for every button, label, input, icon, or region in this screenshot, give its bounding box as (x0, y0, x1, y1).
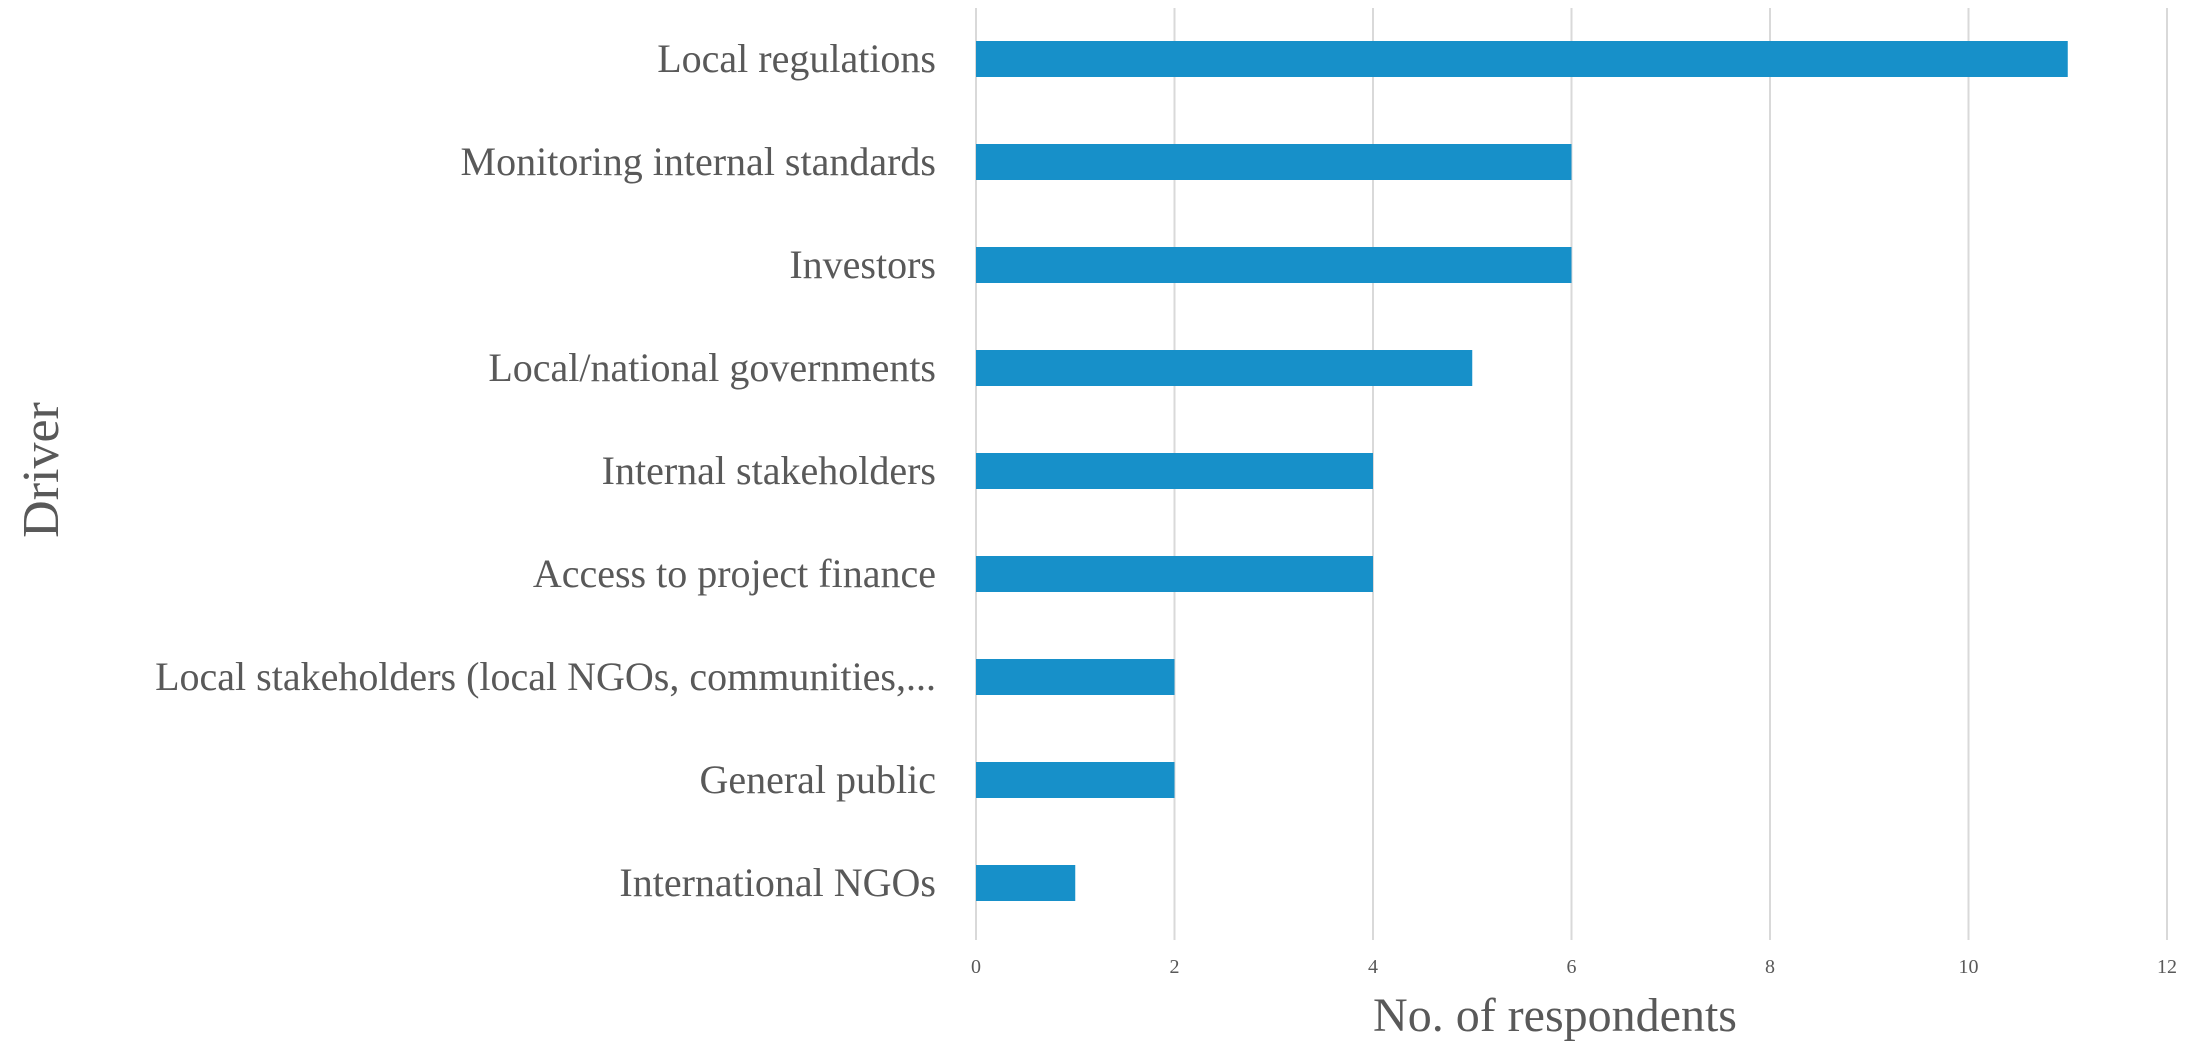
x-axis-title: No. of respondents (1373, 989, 1737, 1042)
bars (976, 41, 2068, 901)
category-label: Local regulations (657, 36, 936, 81)
bar (976, 762, 1175, 798)
bar (976, 247, 1572, 283)
bar (976, 865, 1076, 901)
x-tick-label: 2 (1170, 956, 1180, 978)
category-label: Local/national governments (488, 345, 936, 390)
x-tick-label: 12 (2157, 956, 2177, 978)
y-axis-title: Driver (13, 402, 70, 538)
category-label: Access to project finance (533, 551, 936, 596)
x-tick-label: 10 (1959, 956, 1979, 978)
category-label: Investors (789, 242, 936, 287)
x-tick-label: 0 (971, 956, 981, 978)
category-label: Local stakeholders (local NGOs, communit… (155, 654, 936, 699)
bar (976, 556, 1373, 592)
x-tick-label: 8 (1765, 956, 1775, 978)
bar (976, 350, 1473, 386)
bar (976, 144, 1572, 180)
x-tick-label: 4 (1368, 956, 1378, 978)
x-tick-label: 6 (1567, 956, 1577, 978)
bar (976, 659, 1175, 695)
bar (976, 453, 1373, 489)
category-label: International NGOs (619, 860, 936, 905)
x-tick-labels: 0 2 4 6 8 10 12 (971, 956, 2177, 978)
category-label: Internal stakeholders (602, 448, 936, 493)
category-label: Monitoring internal standards (461, 139, 936, 184)
category-labels: Local regulations Monitoring internal sta… (155, 36, 936, 905)
category-label: General public (699, 757, 936, 802)
bar (976, 41, 2068, 77)
